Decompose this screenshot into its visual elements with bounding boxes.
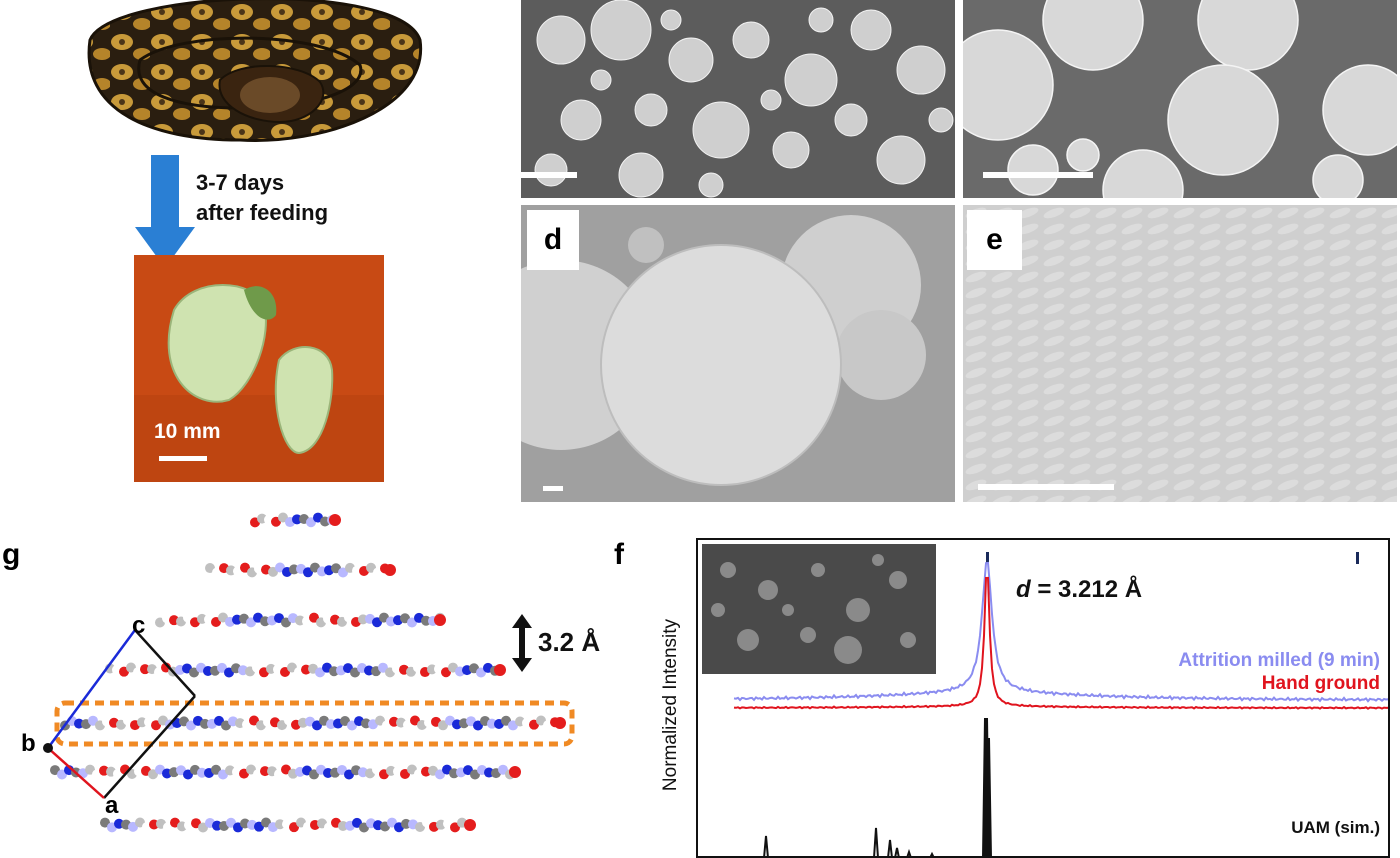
atom xyxy=(464,819,476,831)
d-spacing-symbol: d xyxy=(1016,576,1031,603)
atom xyxy=(88,715,98,726)
atom xyxy=(309,612,319,623)
atom xyxy=(275,819,285,830)
atom xyxy=(372,617,382,628)
panel-label-g: g xyxy=(2,538,21,571)
atom xyxy=(197,767,207,778)
atom xyxy=(384,564,396,576)
atom xyxy=(85,764,95,775)
arrow-caption-line2: after feeding xyxy=(196,200,329,225)
atom xyxy=(246,617,256,628)
atom xyxy=(315,667,325,678)
atom xyxy=(312,720,322,731)
atom xyxy=(263,717,273,728)
axis-label-a: a xyxy=(105,792,119,819)
atom xyxy=(329,514,341,526)
molecular-layers xyxy=(50,512,566,833)
arrow-caption-line1: 3-7 days xyxy=(196,170,285,195)
panel-label-d: d xyxy=(527,210,579,270)
scale-bar xyxy=(159,456,207,461)
peak-tick-mark xyxy=(986,552,989,564)
atom xyxy=(375,715,385,726)
legend-attrition-milled: Attrition milled (9 min) xyxy=(1178,650,1380,671)
series-line-hand-ground xyxy=(733,576,1388,710)
legend-uam-sim: UAM (sim.) xyxy=(1291,818,1380,837)
xrd-ylabel-wrap: Normalized Intensity xyxy=(651,560,691,850)
scale-bar xyxy=(978,484,1114,490)
xrd-plot-frame: d = 3.212 Å Attrition milled (9 min) Han… xyxy=(696,538,1390,858)
panel-label-f: f xyxy=(614,538,624,571)
atom xyxy=(240,562,250,573)
scale-label: 10 mm xyxy=(154,420,221,443)
d-spacing-value: = 3.212 Å xyxy=(1037,576,1143,603)
sem-image-e xyxy=(963,205,1397,502)
atom xyxy=(421,615,431,626)
sem-image-d xyxy=(521,205,955,502)
atom xyxy=(252,662,262,673)
atom xyxy=(148,769,158,780)
atom xyxy=(498,764,508,775)
atom xyxy=(372,764,382,775)
sem-image-b xyxy=(521,0,955,198)
double-arrow-icon xyxy=(512,614,532,672)
arrow-down-icon xyxy=(135,155,195,268)
sem-image-c xyxy=(963,0,1397,198)
atom xyxy=(387,817,397,828)
atom xyxy=(338,820,348,831)
atom xyxy=(183,612,193,623)
xrd-plot xyxy=(702,544,1388,856)
atom xyxy=(434,614,446,626)
d-spacing-label: d = 3.212 Å xyxy=(1016,576,1142,604)
axis-label-b: b xyxy=(21,730,36,757)
atom xyxy=(494,664,506,676)
peak-tick-mark xyxy=(1356,552,1359,564)
atom xyxy=(140,664,150,675)
snake-photo xyxy=(87,0,423,142)
xrd-ylabel: Normalized Intensity xyxy=(660,618,681,792)
legend-hand-ground: Hand ground xyxy=(1261,673,1380,694)
layer-spacing-label: 3.2 Å xyxy=(538,627,601,657)
atom xyxy=(260,766,270,777)
panel-label-e: e xyxy=(967,210,1022,270)
xrd-inset-sem xyxy=(702,544,936,674)
urate-photo: 10 mm xyxy=(134,255,384,482)
atom xyxy=(352,565,362,576)
atom xyxy=(509,766,521,778)
atom xyxy=(137,717,147,728)
atom xyxy=(303,567,313,578)
series-line-attrition-milled xyxy=(733,561,1388,703)
atom xyxy=(200,718,210,729)
atom xyxy=(554,717,566,729)
atom xyxy=(438,720,448,731)
urate-pellets-image xyxy=(134,255,384,482)
atom xyxy=(450,822,460,833)
scale-bar xyxy=(543,486,563,491)
atom xyxy=(435,769,445,780)
atom xyxy=(378,662,388,673)
atom xyxy=(100,817,110,828)
atom xyxy=(163,822,173,833)
crystal-packing-diagram xyxy=(43,512,575,833)
axis-label-c: c xyxy=(132,612,146,639)
atom xyxy=(203,665,213,676)
